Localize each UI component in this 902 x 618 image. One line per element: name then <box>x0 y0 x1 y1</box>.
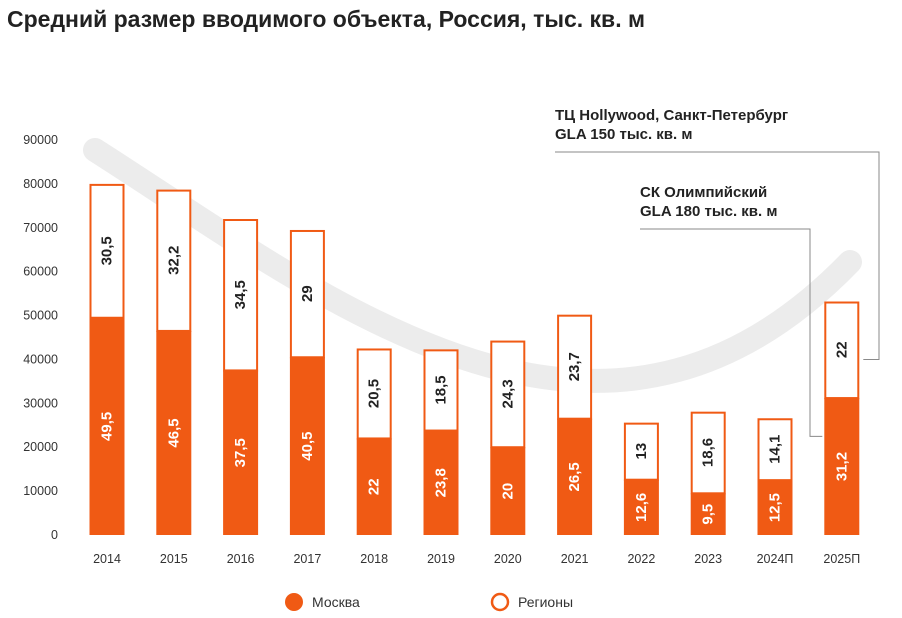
legend-label-regions: Регионы <box>518 594 573 610</box>
bar-moscow <box>690 493 726 535</box>
x-tick-label: 2025П <box>823 552 860 566</box>
data-label-moscow: 40,5 <box>299 432 316 461</box>
bar-regions <box>89 183 125 319</box>
bar-regions <box>757 418 793 482</box>
y-tick-label: 30000 <box>23 396 58 410</box>
bar-moscow <box>89 317 125 535</box>
data-label-regions: 22 <box>833 341 850 358</box>
bar-moscow <box>557 418 593 535</box>
chart-title: Средний размер вводимого объекта, Россия… <box>7 6 645 32</box>
x-tick-label: 2018 <box>360 552 388 566</box>
bar-moscow <box>156 330 192 535</box>
legend-label-moscow: Москва <box>312 594 360 610</box>
annotations: ТЦ Hollywood, Санкт-Петербург GLA 150 тыс… <box>555 107 880 437</box>
y-tick-label: 0 <box>51 528 58 542</box>
bar-regions <box>824 301 860 400</box>
x-tick-label: 2014 <box>93 552 121 566</box>
bar-moscow <box>824 398 860 535</box>
legend-swatch-moscow <box>285 593 303 611</box>
data-label-regions: 13 <box>633 443 650 460</box>
data-label-moscow: 12,5 <box>767 493 784 522</box>
bar-regions <box>557 314 593 420</box>
x-tick-label: 2024П <box>757 552 794 566</box>
x-tick-label: 2019 <box>427 552 455 566</box>
bar-regions <box>423 349 459 432</box>
annotation-hollywood-leader <box>555 151 880 360</box>
data-label-moscow: 23,8 <box>433 468 450 497</box>
x-tick-label: 2021 <box>561 552 589 566</box>
data-label-moscow: 31,2 <box>833 452 850 481</box>
data-label-regions: 29 <box>299 285 316 302</box>
x-tick-label: 2022 <box>627 552 655 566</box>
data-label-regions: 18,6 <box>700 438 717 467</box>
y-tick-label: 70000 <box>23 221 58 235</box>
data-label-moscow: 12,6 <box>633 493 650 522</box>
y-axis: 0 10000 20000 30000 40000 50000 60000 70000 8000… <box>23 133 58 542</box>
trend-arc <box>83 138 862 393</box>
data-label-moscow: 49,5 <box>99 412 116 441</box>
x-tick-label: 2020 <box>494 552 522 566</box>
bar-regions <box>223 219 259 372</box>
y-tick-label: 40000 <box>23 352 58 366</box>
annotation-olimpiysky-leader <box>640 228 823 437</box>
data-label-regions: 18,5 <box>433 375 450 404</box>
data-label-regions: 20,5 <box>366 379 383 408</box>
bar-regions <box>623 422 659 481</box>
bars: 49,5 30,5 46,5 32,2 37,5 34,5 40,5 29 22 20,5 23,8… <box>89 183 860 535</box>
bar-moscow <box>423 430 459 535</box>
legend: Москва Регионы <box>285 592 573 612</box>
y-tick-label: 60000 <box>23 265 58 279</box>
legend-swatch-regions <box>490 592 510 612</box>
y-tick-label: 10000 <box>23 484 58 498</box>
data-label-moscow: 46,5 <box>165 418 182 447</box>
bar-regions <box>690 411 726 495</box>
data-label-moscow: 20 <box>499 483 516 500</box>
y-tick-label: 80000 <box>23 177 58 191</box>
data-label-regions: 14,1 <box>767 435 784 464</box>
annotation-olimpiysky-text: СК Олимпийский <box>640 184 767 201</box>
x-tick-label: 2016 <box>227 552 255 566</box>
data-label-moscow: 22 <box>366 478 383 495</box>
data-label-moscow: 26,5 <box>566 462 583 491</box>
bar-regions <box>356 348 392 440</box>
data-label-regions: 23,7 <box>566 352 583 381</box>
bar-regions <box>289 229 325 359</box>
bar-regions <box>490 340 526 449</box>
data-label-regions: 34,5 <box>232 280 249 309</box>
data-label-regions: 32,2 <box>165 246 182 275</box>
bar-moscow <box>623 479 659 535</box>
data-label-regions: 24,3 <box>499 379 516 408</box>
annotation-olimpiysky-text: GLA 180 тыс. кв. м <box>640 203 777 220</box>
bar-moscow <box>490 447 526 535</box>
bar-moscow <box>757 480 793 535</box>
bar-regions <box>156 189 192 332</box>
data-label-moscow: 9,5 <box>700 504 717 525</box>
annotation-hollywood-text: GLA 150 тыс. кв. м <box>555 126 692 143</box>
x-tick-label: 2017 <box>293 552 321 566</box>
x-tick-label: 2023 <box>694 552 722 566</box>
y-tick-label: 90000 <box>23 133 58 147</box>
data-label-regions: 30,5 <box>99 236 116 265</box>
x-tick-label: 2015 <box>160 552 188 566</box>
x-axis: 2014 2015 2016 2017 2018 2019 2020 2021 2022 2023… <box>93 552 860 566</box>
bar-moscow <box>223 370 259 535</box>
y-tick-label: 20000 <box>23 440 58 454</box>
annotation-hollywood-text: ТЦ Hollywood, Санкт-Петербург <box>555 107 788 124</box>
data-label-moscow: 37,5 <box>232 438 249 467</box>
y-tick-label: 50000 <box>23 309 58 323</box>
bar-moscow <box>289 357 325 535</box>
bar-moscow <box>356 438 392 535</box>
